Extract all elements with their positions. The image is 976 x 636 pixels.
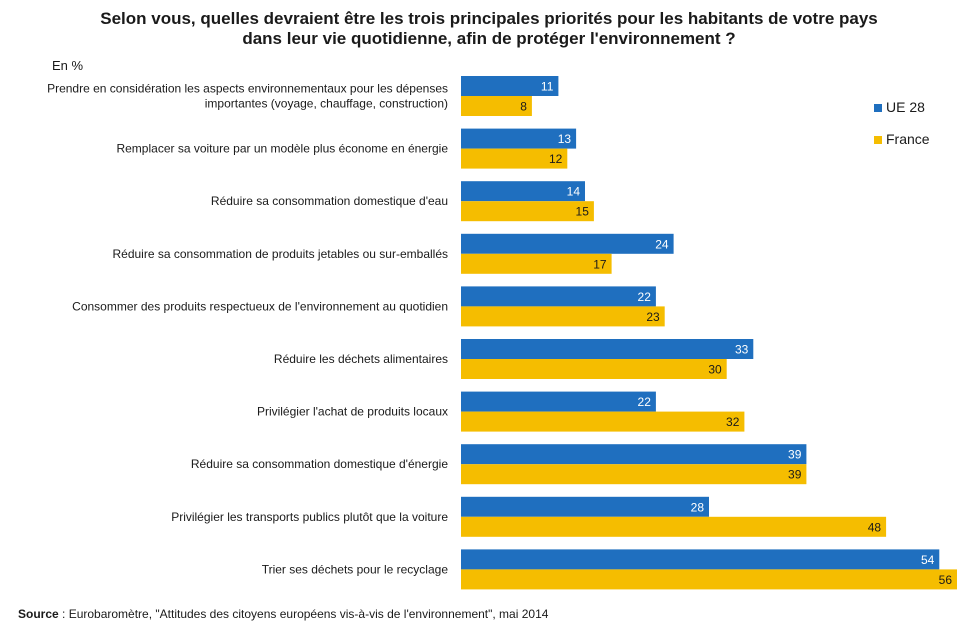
bar-france xyxy=(461,96,532,116)
bar-ue-28 xyxy=(461,339,754,359)
bar-ue-28 xyxy=(461,391,656,412)
data-label: 14 xyxy=(567,185,581,199)
source-label: Source xyxy=(18,607,59,621)
data-label: 24 xyxy=(655,237,669,251)
bar-ue-28 xyxy=(461,549,940,570)
legend-swatch xyxy=(874,136,882,144)
data-label: 48 xyxy=(868,520,882,534)
legend: UE 28 France xyxy=(874,99,930,147)
bar-france xyxy=(461,411,745,432)
data-label: 15 xyxy=(576,205,590,219)
bar-ue-28 xyxy=(461,444,807,465)
category-label: Privilégier les transports publics plutô… xyxy=(171,510,448,524)
category-label: Réduire sa consommation de produits jeta… xyxy=(112,247,448,261)
data-label: 39 xyxy=(788,448,802,462)
data-label: 39 xyxy=(788,468,802,482)
bar-ue-28 xyxy=(461,233,674,254)
bar-france xyxy=(461,516,887,537)
category-label: Privilégier l'achat de produits locaux xyxy=(257,405,448,419)
bar-france xyxy=(461,306,665,327)
data-label: 11 xyxy=(541,80,554,94)
data-label: 22 xyxy=(638,395,652,409)
data-label: 12 xyxy=(549,152,563,166)
data-label: 54 xyxy=(921,553,935,567)
chart-title: Selon vous, quelles devraient être les t… xyxy=(100,9,878,48)
bar-ue-28 xyxy=(461,76,559,96)
data-label: 17 xyxy=(593,257,607,271)
bar-france xyxy=(461,253,612,274)
source-text: : Eurobaromètre, "Attitudes des citoyens… xyxy=(59,607,549,621)
bar-france xyxy=(461,201,594,222)
bar-france xyxy=(461,148,568,169)
bar-ue-28 xyxy=(461,286,656,307)
data-label: 56 xyxy=(939,573,953,587)
data-label: 22 xyxy=(638,290,652,304)
category-label: Remplacer sa voiture par un modèle plus … xyxy=(116,142,448,156)
bar-france xyxy=(461,464,807,485)
category-label: Trier ses déchets pour le recyclage xyxy=(262,562,449,576)
category-labels: Prendre en considération les aspects env… xyxy=(47,82,448,577)
chart-title-line: Selon vous, quelles devraient être les t… xyxy=(100,9,878,28)
legend-label: UE 28 xyxy=(886,99,925,115)
chart-title-line: dans leur vie quotidienne, afin de proté… xyxy=(242,29,735,48)
data-label: 32 xyxy=(726,415,740,429)
bar-ue-28 xyxy=(461,128,577,149)
category-label: Réduire les déchets alimentaires xyxy=(274,352,448,366)
bar-ue-28 xyxy=(461,496,709,517)
data-label: 13 xyxy=(558,132,572,146)
data-label: 28 xyxy=(691,500,705,514)
legend-swatch xyxy=(874,104,882,112)
category-label: Prendre en considération les aspects env… xyxy=(47,82,448,96)
data-label: 23 xyxy=(646,310,660,324)
data-label: 8 xyxy=(520,100,527,114)
category-label: Réduire sa consommation domestique d'éne… xyxy=(191,457,448,471)
data-label: 33 xyxy=(735,343,749,357)
category-label: Réduire sa consommation domestique d'eau xyxy=(211,194,448,208)
bars: 11 8 13 12 14 15 24 17 22 23 33 30 22 32 39 39 28 48 54 56 xyxy=(461,76,957,590)
bar-france xyxy=(461,569,957,590)
data-label: 30 xyxy=(708,363,722,377)
legend-label: France xyxy=(886,131,930,147)
bar-ue-28 xyxy=(461,181,585,202)
source-note: Source : Eurobaromètre, "Attitudes des c… xyxy=(18,607,549,621)
bar-france xyxy=(461,359,727,379)
category-label: Consommer des produits respectueux de l'… xyxy=(72,299,448,313)
category-label: importantes (voyage, chauffage, construc… xyxy=(205,97,448,111)
unit-label: En % xyxy=(52,58,84,73)
